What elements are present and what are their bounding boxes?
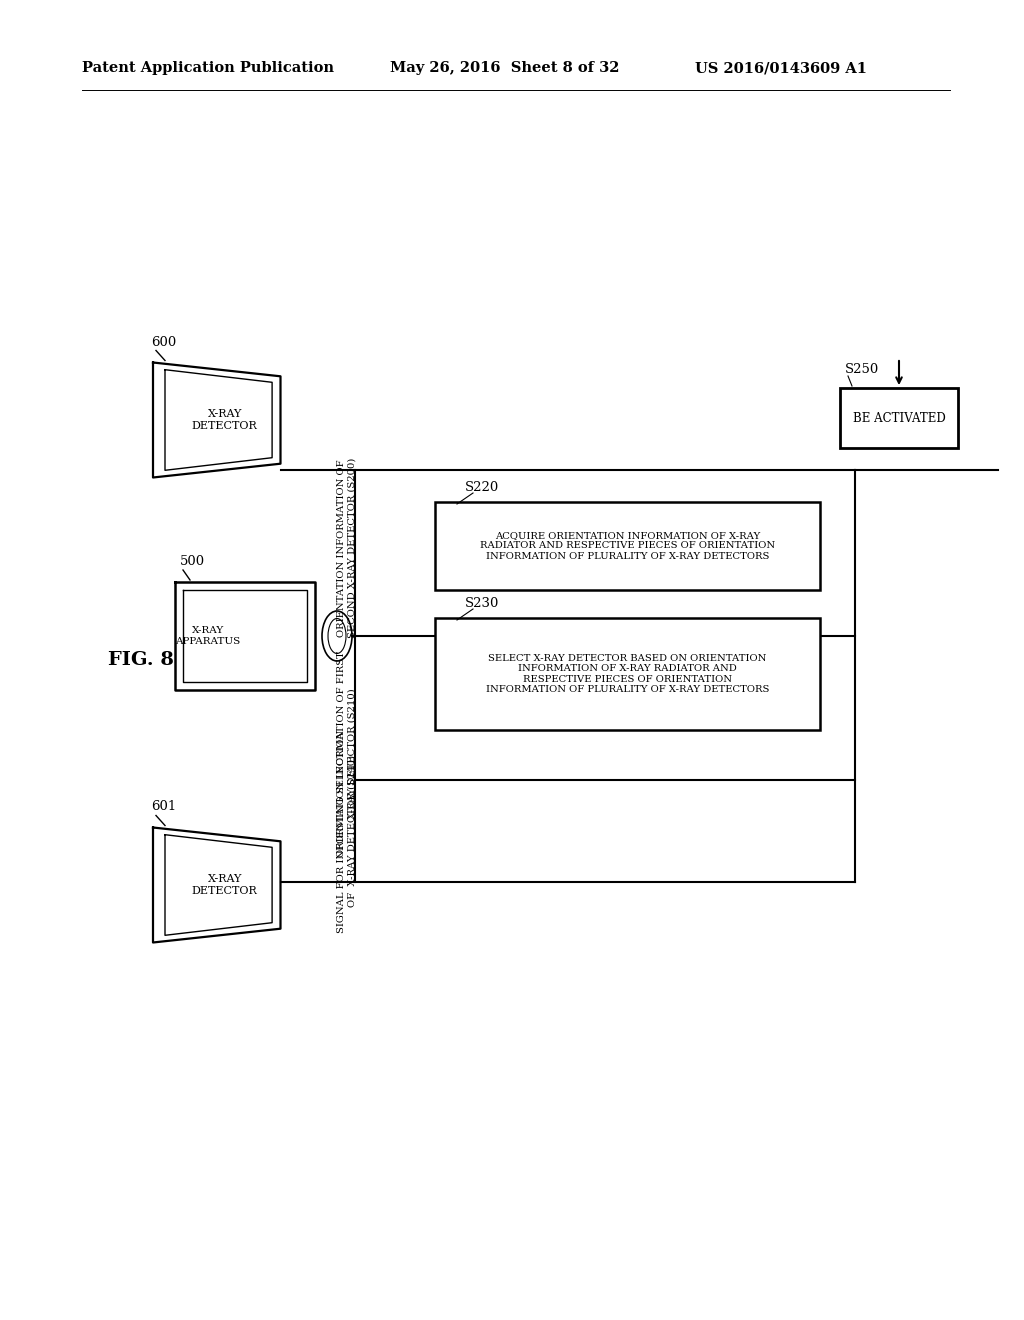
Text: May 26, 2016  Sheet 8 of 32: May 26, 2016 Sheet 8 of 32	[390, 61, 620, 75]
Text: ORIENTATION INFORMATION OF
SECOND X-RAY DETECTOR (S200): ORIENTATION INFORMATION OF SECOND X-RAY …	[337, 458, 356, 638]
Text: 600: 600	[151, 335, 176, 348]
Text: S250: S250	[845, 363, 880, 376]
Text: 601: 601	[151, 800, 176, 813]
Text: SIGNAL FOR INFORMING SELECTION
OF  X-RAY DETECTOR (S240): SIGNAL FOR INFORMING SELECTION OF X-RAY …	[337, 730, 356, 932]
Bar	[435, 618, 820, 730]
Text: S230: S230	[465, 597, 500, 610]
Bar	[840, 388, 958, 447]
Text: BE ACTIVATED: BE ACTIVATED	[853, 412, 945, 425]
Text: Patent Application Publication: Patent Application Publication	[82, 61, 334, 75]
Text: X-RAY
APPARATUS: X-RAY APPARATUS	[175, 626, 241, 645]
Text: X-RAY
DETECTOR: X-RAY DETECTOR	[191, 874, 258, 896]
Bar	[435, 502, 820, 590]
Text: FIG. 8: FIG. 8	[108, 651, 174, 669]
Text: ORIENTATION INORMATION OF FIRST
X-RAY DETECTOR (S210): ORIENTATION INORMATION OF FIRST X-RAY DE…	[337, 651, 356, 857]
Text: S220: S220	[465, 480, 500, 494]
Text: ACQUIRE ORIENTATION INFORMATION OF X-RAY
RADIATOR AND RESPECTIVE PIECES OF ORIEN: ACQUIRE ORIENTATION INFORMATION OF X-RAY…	[480, 531, 775, 561]
Text: US 2016/0143609 A1: US 2016/0143609 A1	[695, 61, 867, 75]
Text: 500: 500	[180, 554, 205, 568]
Text: SELECT X-RAY DETECTOR BASED ON ORIENTATION
INFORMATION OF X-RAY RADIATOR AND
RES: SELECT X-RAY DETECTOR BASED ON ORIENTATI…	[485, 653, 769, 694]
Text: X-RAY
DETECTOR: X-RAY DETECTOR	[191, 409, 258, 430]
